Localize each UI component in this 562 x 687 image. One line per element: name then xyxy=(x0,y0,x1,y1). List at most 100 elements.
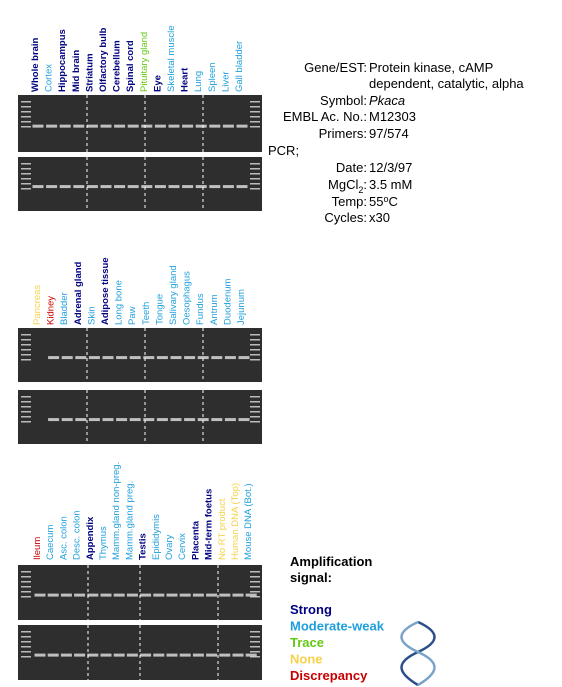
gel-band xyxy=(168,185,180,189)
gel-band xyxy=(34,653,46,657)
lane-label: Liver xyxy=(220,71,231,92)
gel-band xyxy=(192,653,204,657)
info-block: Gene/EST: Protein kinase, cAMP dependent… xyxy=(268,60,524,225)
gel-band xyxy=(154,185,166,189)
info-value: 97/574 xyxy=(369,126,409,141)
gel-band xyxy=(88,356,100,360)
gel-band xyxy=(166,653,178,657)
gel-band xyxy=(206,593,218,597)
lane-label: Epididymis xyxy=(151,514,162,560)
gel-band xyxy=(224,418,236,422)
gel-band xyxy=(141,124,153,128)
gel-band xyxy=(114,124,126,128)
ladder-band xyxy=(21,111,31,113)
gel-band xyxy=(236,124,248,128)
ladder-band xyxy=(21,596,31,598)
lane-label: Hippocampus xyxy=(57,29,68,92)
ladder-band xyxy=(21,183,31,185)
info-label: Gene/EST: xyxy=(304,60,367,75)
info-label: Primers: xyxy=(319,126,367,141)
ladder-band xyxy=(21,641,31,643)
gel-band xyxy=(116,356,128,360)
gel-band xyxy=(219,653,231,657)
helix-strand xyxy=(400,620,436,687)
gel-band xyxy=(153,593,165,597)
gel-band xyxy=(116,418,128,422)
info-label: PCR; xyxy=(268,143,299,158)
info-label: Cycles: xyxy=(324,210,367,225)
lane-label: Adipose tissue xyxy=(100,257,111,325)
gel-band xyxy=(245,593,257,597)
info-value: 12/3/97 xyxy=(369,160,412,175)
gel-band xyxy=(195,185,207,189)
ladder-band xyxy=(250,596,260,598)
lane-label: Mouse DNA (Bot.) xyxy=(243,483,254,560)
lane-label: Testis xyxy=(138,533,149,560)
gel-band xyxy=(211,356,223,360)
lane-label: Cervix xyxy=(177,533,188,560)
gel-band xyxy=(156,356,168,360)
lane-label: Caecum xyxy=(45,525,56,560)
info-value: Protein kinase, cAMP xyxy=(369,60,493,75)
gel-band xyxy=(206,653,218,657)
gel xyxy=(18,95,262,152)
ladder-band xyxy=(250,656,260,658)
info-value: x30 xyxy=(369,210,390,225)
ladder-band xyxy=(250,178,260,180)
gel-band xyxy=(61,418,73,422)
gel-band xyxy=(192,593,204,597)
lane-label: Asc. colon xyxy=(58,516,69,560)
ladder-band xyxy=(250,183,260,185)
ladder-band xyxy=(21,651,31,653)
gel-band xyxy=(74,653,86,657)
lane-label: Duodenum xyxy=(222,278,233,325)
gel-band xyxy=(113,653,125,657)
lane-label: Paw xyxy=(127,306,138,325)
gel-band xyxy=(59,124,71,128)
ladder-band xyxy=(21,636,31,638)
gel-band xyxy=(47,593,59,597)
gel xyxy=(18,625,262,680)
ladder-band xyxy=(21,334,31,336)
gel-band xyxy=(156,418,168,422)
ladder-band xyxy=(21,101,31,103)
ladder-band xyxy=(250,354,260,356)
lane-label: Heart xyxy=(180,67,191,92)
gel xyxy=(18,565,262,620)
ladder-band xyxy=(21,571,31,573)
gel-band xyxy=(100,653,112,657)
ladder-band xyxy=(21,646,31,648)
gel-band xyxy=(75,356,87,360)
gel-band xyxy=(232,593,244,597)
ladder-band xyxy=(21,416,31,418)
gel-band xyxy=(232,653,244,657)
info-value-num: 55 xyxy=(369,194,383,209)
gel-band xyxy=(59,185,71,189)
gel-band xyxy=(48,356,60,360)
lane-label: Lung xyxy=(193,71,204,92)
lane-label: Striatum xyxy=(84,53,95,92)
info-value: dependent, catalytic, alpha xyxy=(369,76,524,91)
ladder-band xyxy=(21,121,31,123)
legend-title: Amplification xyxy=(290,554,372,569)
info-value-sup: o xyxy=(383,194,388,204)
gel-band xyxy=(197,356,209,360)
lane-label: Eye xyxy=(152,75,163,92)
gel-band xyxy=(184,418,196,422)
gel-band xyxy=(32,124,44,128)
lane-label: Human DNA (Top) xyxy=(230,483,241,560)
ladder-band xyxy=(21,188,31,190)
ladder-band xyxy=(250,339,260,341)
gel-band xyxy=(129,356,141,360)
gel-band xyxy=(222,185,234,189)
ladder-band xyxy=(21,406,31,408)
lane-label: Desc. colon xyxy=(72,510,83,560)
gel-band xyxy=(238,356,250,360)
lane-label: Mamm.gland non-preg. xyxy=(111,462,122,560)
info-label: Temp: xyxy=(332,194,367,209)
ladder-band xyxy=(250,631,260,633)
ladder-band xyxy=(21,421,31,423)
gel-band xyxy=(102,356,114,360)
ladder-band xyxy=(21,576,31,578)
